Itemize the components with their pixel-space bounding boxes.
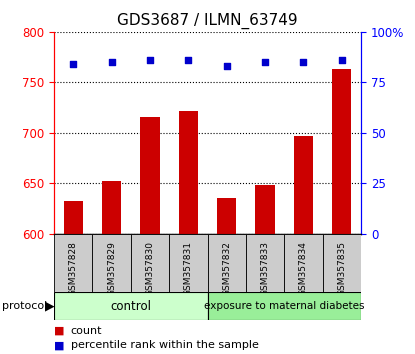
Bar [63,201,83,234]
Point [300,59,307,65]
Text: GSM357833: GSM357833 [261,241,270,296]
Point [146,57,153,63]
Text: exposure to maternal diabetes: exposure to maternal diabetes [204,301,364,311]
Bar [54,234,92,292]
Text: control: control [110,300,151,313]
Bar [54,292,208,320]
Point [70,61,76,67]
Point [223,63,230,69]
Text: GSM357829: GSM357829 [107,241,116,296]
Point [339,57,345,63]
Bar [208,292,361,320]
Bar [179,110,198,234]
Text: ▶: ▶ [45,300,54,313]
Bar [332,69,352,234]
Bar [284,234,323,292]
Text: ■: ■ [54,340,64,350]
Text: ■: ■ [54,326,64,336]
Text: GSM357834: GSM357834 [299,241,308,296]
Bar [140,116,159,234]
Point [185,57,192,63]
Bar [169,234,208,292]
Bar [294,136,313,234]
Bar [323,234,361,292]
Text: GSM357828: GSM357828 [68,241,78,296]
Bar [131,234,169,292]
Title: GDS3687 / ILMN_63749: GDS3687 / ILMN_63749 [117,13,298,29]
Text: GSM357835: GSM357835 [337,241,347,296]
Text: GSM357830: GSM357830 [145,241,154,296]
Text: protocol: protocol [2,301,47,311]
Text: percentile rank within the sample: percentile rank within the sample [71,340,259,350]
Text: GSM357832: GSM357832 [222,241,231,296]
Text: GSM357831: GSM357831 [184,241,193,296]
Point [262,59,269,65]
Bar [102,181,121,234]
Bar [217,198,236,234]
Bar [246,234,284,292]
Bar [208,234,246,292]
Bar [256,185,275,234]
Text: count: count [71,326,102,336]
Bar [93,234,131,292]
Point [108,59,115,65]
